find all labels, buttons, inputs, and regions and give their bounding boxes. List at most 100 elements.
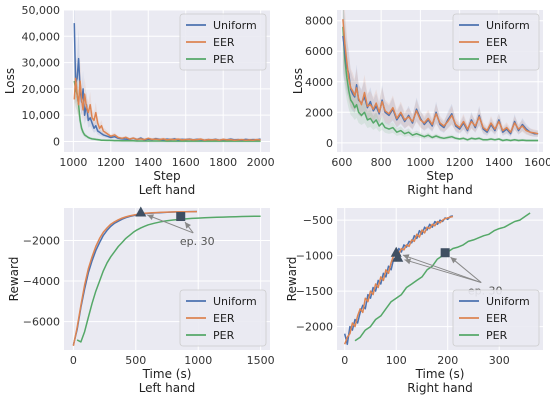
- annotation-arrowhead: [184, 222, 191, 229]
- y-axis-label: Loss: [3, 68, 17, 94]
- y-tick-label: −2000: [296, 321, 333, 334]
- y-tick-label: 50,000: [22, 4, 61, 17]
- annotation-arrowhead: [147, 214, 154, 220]
- legend-label-eer: EER: [213, 312, 235, 325]
- annotation-label: ep. 30: [180, 235, 215, 248]
- y-axis-label: Reward: [285, 257, 299, 302]
- y-tick-label: −500: [303, 214, 333, 227]
- series-line-eer: [342, 19, 539, 135]
- episode-marker-square: [440, 248, 450, 258]
- x-axis-label: Time (s): [415, 367, 465, 381]
- x-tick-label: 0: [70, 354, 77, 367]
- x-tick-label: 1000: [59, 156, 87, 169]
- legend-label-uniform: Uniform: [486, 295, 530, 308]
- series-group: [342, 10, 539, 142]
- subplot-p4: 0 100 200 300 −2000 −1500 −1000 −500 Time (s)Rig…: [285, 208, 543, 395]
- legend: Uniform EER PER: [179, 289, 267, 347]
- y-tick-label: −4000: [23, 275, 60, 288]
- series-line-eer: [73, 77, 261, 141]
- y-tick-label: 8000: [305, 15, 333, 28]
- y-tick-label: −2000: [23, 234, 60, 247]
- band-uniform: [342, 10, 539, 137]
- subplot-p2: 600 800 1000 1200 1400 1600 0 2000 4000 6000 8000 S…: [291, 10, 550, 197]
- legend-label-uniform: Uniform: [213, 295, 257, 308]
- x-tick-label: 1000: [184, 354, 212, 367]
- y-tick-label: 4000: [305, 76, 333, 89]
- series-line-uniform: [343, 215, 454, 346]
- series-group: [72, 210, 261, 347]
- legend-box: [452, 289, 540, 347]
- x-tick-label: 600: [331, 156, 352, 169]
- y-tick-label: 40,000: [22, 30, 61, 43]
- episode-marker-triangle: [392, 251, 404, 262]
- legend-box: [179, 289, 267, 347]
- episode-marker-triangle: [135, 206, 147, 217]
- y-tick-label: 10,000: [22, 109, 61, 122]
- annotation-arrow: [450, 256, 482, 283]
- annotation-arrowhead: [404, 258, 412, 265]
- x-tick-label: 200: [437, 354, 458, 367]
- x-tick-label: 1000: [406, 156, 434, 169]
- x-axis-label: Time (s): [142, 367, 192, 381]
- series-group: [73, 10, 261, 143]
- series-line-eer: [72, 210, 197, 347]
- legend: Uniform EER PER: [452, 13, 540, 71]
- x-tick-label: 300: [489, 354, 510, 367]
- y-tick-label: 0: [326, 137, 333, 150]
- y-tick-label: 6000: [305, 45, 333, 58]
- band-eer: [342, 10, 539, 137]
- annotation-arrow: [147, 214, 194, 234]
- subplot-p1: 1000 1200 1400 1600 1800 2000 0 10,000 20,000 30,…: [3, 4, 275, 197]
- subplot-p3: 0 500 1000 1500 −6000 −4000 −2000 Time (s)Left …: [7, 206, 275, 395]
- x-tick-label: 1200: [446, 156, 474, 169]
- legend-label-eer: EER: [486, 312, 508, 325]
- x-tick-label: 0: [341, 354, 348, 367]
- y-tick-label: −1500: [296, 285, 333, 298]
- x-axis-label: Step: [153, 169, 180, 183]
- y-tick-label: 20,000: [22, 83, 61, 96]
- y-axis-label: Reward: [7, 257, 21, 302]
- x-axis-sublabel: Right hand: [407, 183, 473, 197]
- x-tick-label: 1400: [134, 156, 162, 169]
- y-tick-label: 0: [53, 135, 60, 148]
- legend-label-per: PER: [486, 53, 508, 66]
- annotation-arrowhead: [450, 257, 458, 264]
- x-tick-label: 1800: [209, 156, 237, 169]
- y-tick-label: −6000: [23, 316, 60, 329]
- legend: Uniform EER PER: [452, 289, 540, 347]
- x-axis-sublabel: Left hand: [139, 183, 196, 197]
- annotation-arrow: [402, 254, 482, 284]
- x-tick-label: 500: [125, 354, 146, 367]
- x-tick-label: 100: [386, 354, 407, 367]
- legend-label-eer: EER: [486, 36, 508, 49]
- legend-box: [179, 13, 267, 71]
- y-tick-label: 30,000: [22, 57, 61, 70]
- x-tick-label: 2000: [247, 156, 275, 169]
- y-tick-label: 2000: [305, 106, 333, 119]
- legend-label-uniform: Uniform: [213, 19, 257, 32]
- series-line-per: [342, 26, 539, 142]
- series-line-per: [76, 215, 261, 343]
- x-tick-label: 1600: [172, 156, 200, 169]
- x-tick-label: 1400: [485, 156, 513, 169]
- legend-label-per: PER: [213, 53, 235, 66]
- legend-label-uniform: Uniform: [486, 19, 530, 32]
- annotation-arrowhead: [402, 254, 410, 260]
- legend-label-per: PER: [213, 329, 235, 342]
- x-axis-sublabel: Left hand: [139, 381, 196, 395]
- band-uniform: [74, 10, 261, 142]
- x-axis-sublabel: Right hand: [407, 381, 473, 395]
- series-line-per: [73, 80, 261, 142]
- y-axis-label: Loss: [291, 68, 305, 94]
- episode-marker-square: [176, 212, 186, 222]
- x-axis-label: Step: [426, 169, 453, 183]
- y-tick-label: −1000: [296, 250, 333, 263]
- annotation-arrow: [404, 259, 482, 284]
- legend-label-eer: EER: [213, 36, 235, 49]
- legend: Uniform EER PER: [179, 13, 267, 71]
- x-tick-label: 1200: [97, 156, 125, 169]
- legend-box: [452, 13, 540, 71]
- x-tick-label: 800: [371, 156, 392, 169]
- x-tick-label: 1500: [247, 354, 275, 367]
